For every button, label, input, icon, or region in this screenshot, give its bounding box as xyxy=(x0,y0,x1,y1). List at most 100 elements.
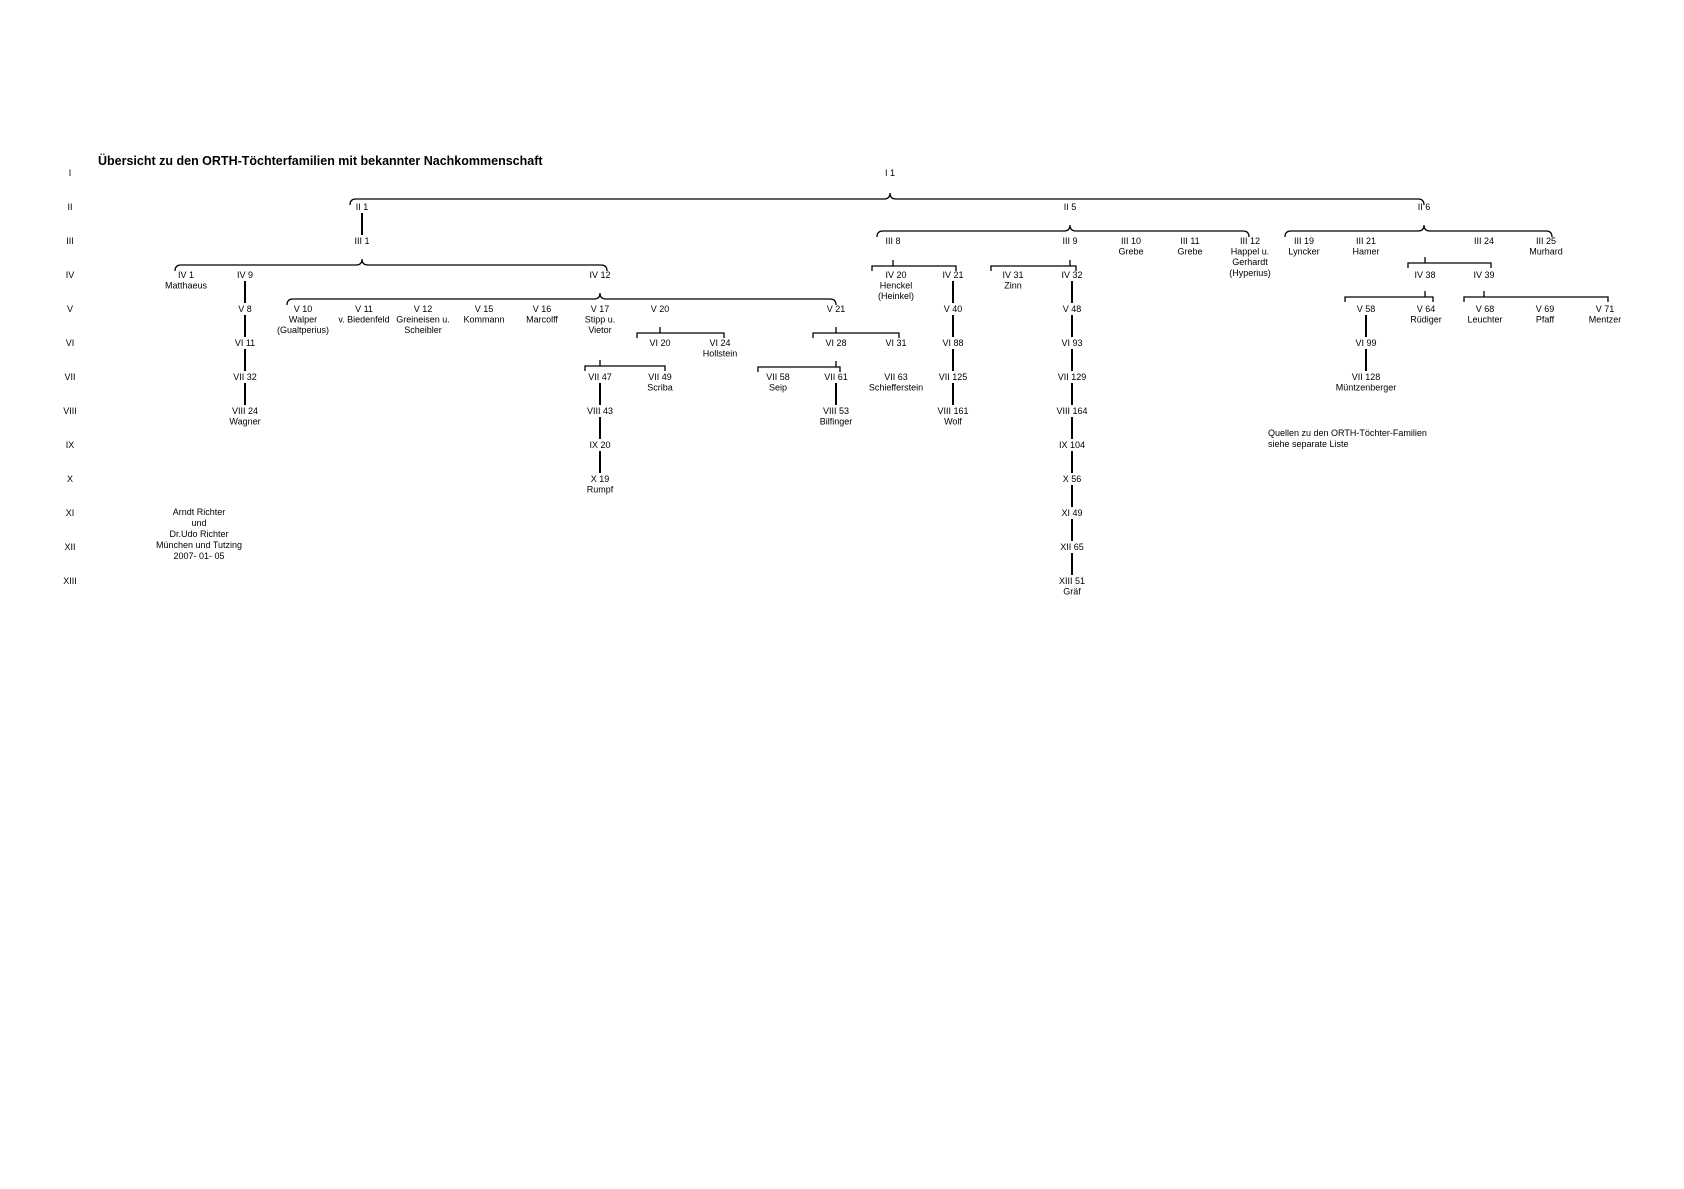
node-id-label: III 9 xyxy=(1062,236,1077,246)
family-node: X 56 xyxy=(1063,474,1082,484)
node-id-label: XIII 51 xyxy=(1059,576,1085,586)
node-name-label: Scheibler xyxy=(404,325,442,335)
family-node: V 40 xyxy=(944,304,963,314)
node-name-label: Mentzer xyxy=(1589,315,1622,325)
node-id-label: IX 104 xyxy=(1059,440,1085,450)
node-name-label: Rüdiger xyxy=(1410,315,1442,325)
sibling-brace xyxy=(349,192,1425,206)
generation-label: XII xyxy=(64,542,75,552)
family-node: VI 31 xyxy=(885,338,906,348)
node-id-label: VI 28 xyxy=(825,338,846,348)
generation-label: XIII xyxy=(63,576,77,586)
family-node: II 6 xyxy=(1418,202,1431,212)
node-id-label: VII 47 xyxy=(588,372,612,382)
node-id-label: III 11 xyxy=(1180,236,1199,246)
node-id-label: V 48 xyxy=(1063,304,1082,314)
node-id-label: V 10 xyxy=(294,304,313,314)
node-id-label: VI 11 xyxy=(235,338,255,348)
node-id-label: VI 24 xyxy=(709,338,730,348)
node-id-label: VII 63 xyxy=(884,372,908,382)
node-id-label: IV 31 xyxy=(1002,270,1023,280)
family-node: III 8 xyxy=(885,236,900,246)
node-id-label: V 12 xyxy=(414,304,433,314)
node-id-label: V 68 xyxy=(1476,304,1495,314)
node-id-label: VII 129 xyxy=(1058,372,1087,382)
node-id-label: V 69 xyxy=(1536,304,1555,314)
node-id-label: IV 1 xyxy=(178,270,194,280)
node-id-label: VIII 53 xyxy=(823,406,849,416)
author-note-line: Dr.Udo Richter xyxy=(169,529,228,539)
node-name-label: Wolf xyxy=(944,417,962,427)
node-id-label: VIII 164 xyxy=(1056,406,1087,416)
node-id-label: III 19 xyxy=(1294,236,1314,246)
sources-note-line: Quellen zu den ORTH-Töchter-Familien xyxy=(1268,428,1427,438)
generation-label: XI xyxy=(66,508,75,518)
node-name-label: Greineisen u. xyxy=(396,315,450,325)
family-node: IV 32 xyxy=(1061,270,1082,280)
generation-label: III xyxy=(66,236,74,246)
family-node: VIII 164 xyxy=(1056,406,1087,416)
node-id-label: VII 32 xyxy=(233,372,257,382)
family-node: VI 11 xyxy=(235,338,255,348)
node-id-label: VIII 43 xyxy=(587,406,613,416)
family-node: IV 21 xyxy=(942,270,963,280)
node-name-label: Pfaff xyxy=(1536,315,1555,325)
family-node: V 48 xyxy=(1063,304,1082,314)
node-id-label: VI 93 xyxy=(1061,338,1082,348)
family-node: IV 9 xyxy=(237,270,253,280)
node-name-label: Hamer xyxy=(1352,247,1379,257)
node-id-label: V 11 xyxy=(355,304,373,314)
family-node: VIII 43 xyxy=(587,406,613,416)
node-name-label: Stipp u. xyxy=(585,315,616,325)
sibling-bracket xyxy=(1407,262,1492,268)
node-name-label: Lyncker xyxy=(1288,247,1319,257)
generation-label: VII xyxy=(64,372,75,382)
node-id-label: VI 20 xyxy=(649,338,670,348)
node-id-label: VI 99 xyxy=(1355,338,1376,348)
node-id-label: V 17 xyxy=(591,304,610,314)
family-node: III 24 xyxy=(1474,236,1494,246)
family-node: II 1 xyxy=(356,202,369,212)
family-node: IX 104 xyxy=(1059,440,1085,450)
node-name-label: Kommann xyxy=(463,315,504,325)
node-name-label: Wagner xyxy=(229,417,260,427)
sibling-bracket xyxy=(1344,296,1434,302)
node-id-label: III 21 xyxy=(1356,236,1376,246)
author-note-line: 2007- 01- 05 xyxy=(173,551,224,561)
diagram-title: Übersicht zu den ORTH-Töchterfamilien mi… xyxy=(98,153,543,168)
node-id-label: V 21 xyxy=(827,304,846,314)
generation-label: II xyxy=(67,202,72,212)
family-node: V 21 xyxy=(827,304,846,314)
node-id-label: V 58 xyxy=(1357,304,1376,314)
node-id-label: III 1 xyxy=(354,236,369,246)
family-node: XI 49 xyxy=(1061,508,1082,518)
family-node: VII 32 xyxy=(233,372,257,382)
node-id-label: IV 9 xyxy=(237,270,253,280)
node-name-label: Zinn xyxy=(1004,281,1022,291)
family-node: VII 129 xyxy=(1058,372,1087,382)
family-node: IV 39 xyxy=(1473,270,1494,280)
node-id-label: IV 39 xyxy=(1473,270,1494,280)
family-node: V 20 xyxy=(651,304,670,314)
node-id-label: IV 32 xyxy=(1061,270,1082,280)
sibling-brace xyxy=(1284,224,1553,238)
node-name-label: Rumpf xyxy=(587,485,614,495)
node-id-label: V 20 xyxy=(651,304,670,314)
